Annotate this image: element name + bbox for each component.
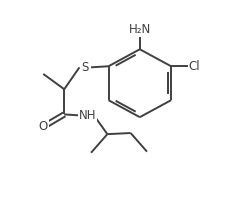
Text: S: S: [82, 61, 89, 74]
Text: Cl: Cl: [188, 60, 200, 73]
Text: O: O: [39, 120, 48, 133]
Text: NH: NH: [79, 109, 96, 122]
Text: H₂N: H₂N: [129, 23, 151, 36]
